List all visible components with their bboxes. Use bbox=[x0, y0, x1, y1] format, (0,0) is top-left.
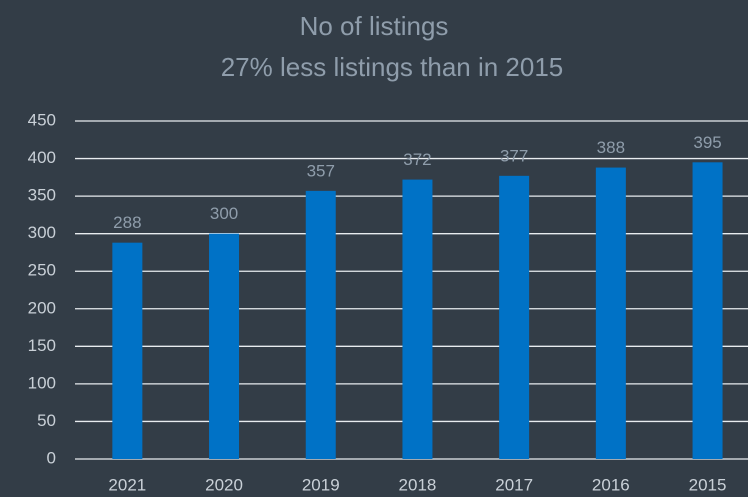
value-label: 357 bbox=[307, 161, 335, 180]
bar bbox=[209, 233, 240, 459]
y-tick-label: 350 bbox=[28, 186, 56, 205]
bar bbox=[112, 242, 143, 459]
y-tick-label: 450 bbox=[28, 110, 56, 129]
value-label: 288 bbox=[113, 213, 141, 232]
value-label: 395 bbox=[693, 133, 721, 152]
y-tick-label: 0 bbox=[47, 448, 56, 467]
chart-subtitle: 27% less listings than in 2015 bbox=[221, 52, 564, 82]
x-tick-label: 2015 bbox=[689, 475, 727, 494]
y-tick-label: 250 bbox=[28, 261, 56, 280]
value-label: 377 bbox=[500, 146, 528, 165]
bar bbox=[305, 190, 336, 459]
x-tick-label: 2017 bbox=[495, 475, 533, 494]
value-label: 300 bbox=[210, 204, 238, 223]
y-tick-label: 100 bbox=[28, 373, 56, 392]
y-tick-label: 300 bbox=[28, 223, 56, 242]
bar bbox=[692, 162, 723, 460]
x-tick-label: 2018 bbox=[399, 475, 437, 494]
x-tick-label: 2019 bbox=[302, 475, 340, 494]
y-tick-label: 50 bbox=[37, 411, 56, 430]
x-tick-label: 2021 bbox=[108, 475, 146, 494]
chart-title: No of listings bbox=[300, 11, 449, 41]
bar bbox=[595, 167, 626, 459]
y-tick-label: 200 bbox=[28, 298, 56, 317]
x-tick-label: 2016 bbox=[592, 475, 630, 494]
bar bbox=[499, 175, 530, 459]
y-tick-label: 400 bbox=[28, 148, 56, 167]
value-label: 372 bbox=[403, 150, 431, 169]
bar bbox=[402, 179, 433, 459]
x-tick-label: 2020 bbox=[205, 475, 243, 494]
y-tick-label: 150 bbox=[28, 336, 56, 355]
value-label: 388 bbox=[597, 138, 625, 157]
